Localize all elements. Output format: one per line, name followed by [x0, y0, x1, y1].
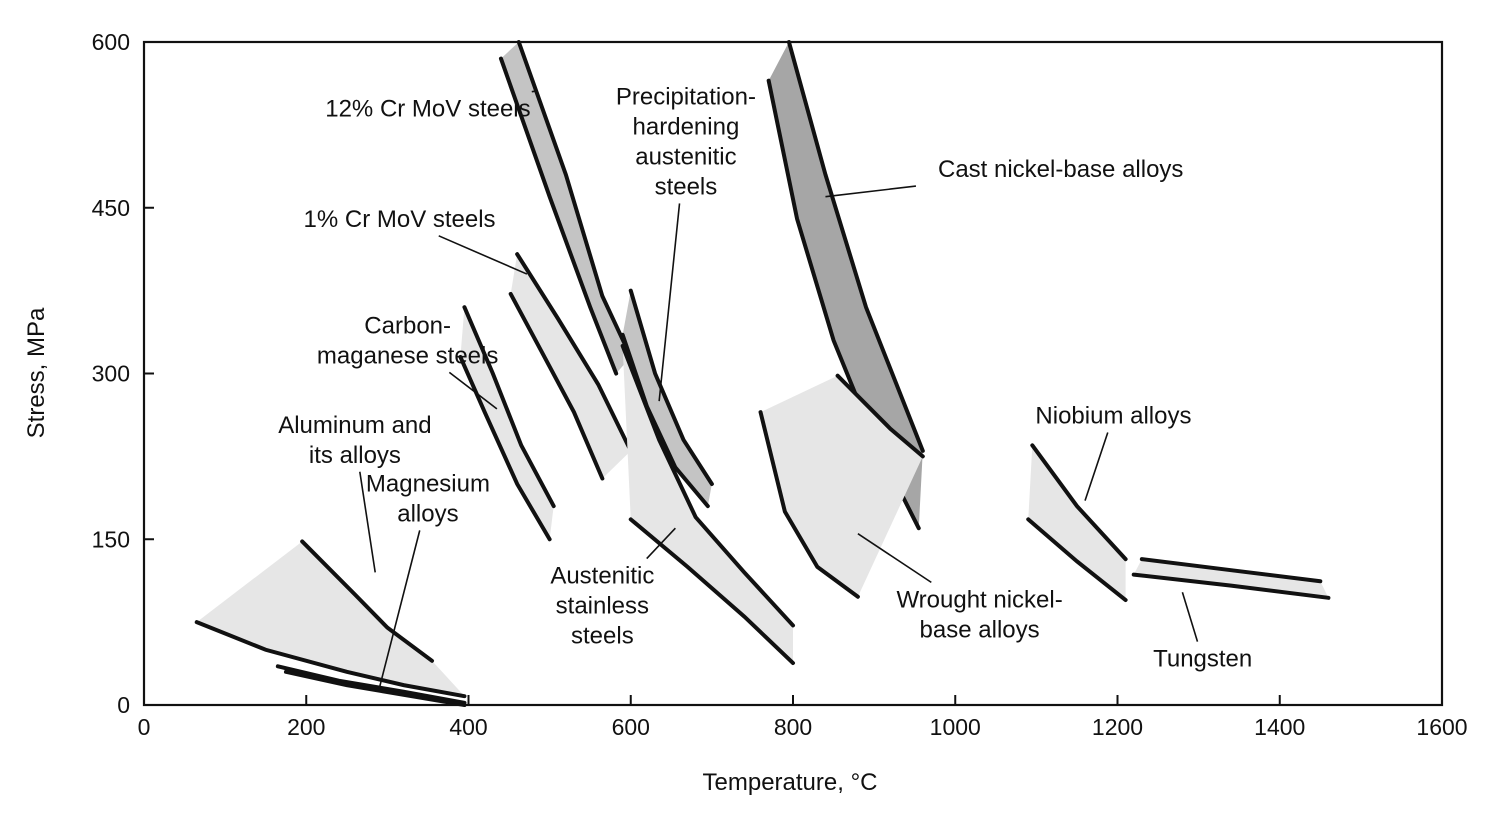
precipitation-hardening-austenitic-steels-label-line: Precipitation-	[616, 83, 756, 110]
material-bands	[194, 40, 1331, 707]
x-tick-label: 800	[774, 714, 812, 740]
wrought-nickel-base-alloys-label-line: base alloys	[920, 616, 1040, 643]
x-tick-label: 600	[612, 714, 650, 740]
cast-nickel-base-alloys-band-fill	[768, 42, 923, 529]
austenitic-stainless-steels-label-line: steels	[571, 623, 634, 650]
tungsten-lower-line	[1131, 572, 1331, 600]
austenitic-stainless-steels-upper-line	[620, 343, 795, 628]
precipitation-hardening-austenitic-steels-label-line: austenitic	[635, 143, 736, 170]
cast-nickel-base-alloys-label-line: Cast nickel-base alloys	[938, 156, 1183, 183]
precipitation-hardening-austenitic-steels-label-line: hardening	[633, 113, 740, 140]
aluminum-and-its-alloys-lower-line	[194, 620, 467, 699]
aluminum-and-its-alloys-label-line: Aluminum and	[278, 412, 431, 439]
austenitic-stainless-steels-label-line: Austenitic	[550, 563, 654, 590]
wrought-nickel-base-alloys-leader	[857, 533, 932, 584]
niobium-alloys-upper-line	[1030, 443, 1128, 562]
carbon-maganese-steels-label-line: Carbon-	[364, 312, 451, 339]
1-cr-mov-steels-lower-line	[508, 291, 605, 481]
x-axis-title: Temperature, °C	[703, 769, 878, 796]
carbon-maganese-steels-lower-line	[458, 354, 552, 542]
tungsten-label: Tungsten	[1153, 646, 1252, 673]
magnesium-alloys-upper-line	[275, 664, 467, 705]
y-tick-label: 150	[92, 526, 130, 552]
cast-nickel-base-alloys-leader	[825, 185, 917, 198]
niobium-alloys-lower-line	[1026, 517, 1128, 603]
12-cr-mov-steels-label-line: 12% Cr MoV steels	[325, 95, 530, 122]
y-tick-label: 450	[92, 195, 130, 221]
tungsten-label-line: Tungsten	[1153, 646, 1252, 673]
x-tick-label: 1000	[930, 714, 981, 740]
wrought-nickel-base-alloys-label-line: Wrought nickel-	[896, 586, 1062, 613]
aluminum-and-its-alloys-label-line: its alloys	[309, 442, 401, 469]
x-tick-label: 1400	[1254, 714, 1305, 740]
wrought-nickel-base-alloys-upper-line	[835, 373, 925, 459]
austenitic-stainless-steels-band-fill	[622, 345, 793, 664]
precipitation-hardening-austenitic-steels-lower-line	[620, 332, 710, 509]
austenitic-stainless-steels-label-line: stainless	[556, 593, 649, 620]
austenitic-stainless-steels-label: Austenitic stainless steels	[550, 563, 654, 650]
axis-ticks: 0 200 400 600 800 1000 1200 1400 1600 0 150 300 450 6…	[92, 29, 1468, 740]
niobium-alloys-leader	[1084, 432, 1109, 501]
niobium-alloys-label: Niobium alloys	[1035, 402, 1191, 429]
precipitation-hardening-austenitic-steels-upper-line	[628, 288, 714, 486]
x-tick-label: 0	[138, 714, 151, 740]
aluminum-and-its-alloys-label: Aluminum and its alloys	[278, 412, 431, 469]
magnesium-alloys-label-line: alloys	[397, 500, 458, 527]
tungsten-band-fill	[1133, 559, 1329, 598]
1-cr-mov-steels-leader	[438, 235, 528, 275]
1-cr-mov-steels-label: 1% Cr MoV steels	[304, 206, 496, 233]
austenitic-stainless-steels-lower-line	[628, 517, 795, 666]
niobium-alloys-band-fill	[1028, 445, 1126, 601]
aluminum-and-its-alloys-leader	[359, 471, 376, 573]
x-tick-label: 400	[449, 714, 487, 740]
12-cr-mov-steels-band-fill	[500, 42, 631, 374]
carbon-maganese-steels-leader	[448, 371, 498, 410]
wrought-nickel-base-alloys-lower-line	[758, 410, 860, 599]
carbon-maganese-steels-label: Carbon-maganese steels	[317, 312, 498, 369]
austenitic-stainless-steels-leader	[646, 527, 676, 560]
carbon-maganese-steels-band-fill	[460, 307, 554, 540]
wrought-nickel-base-alloys-label: Wrought nickel-base alloys	[896, 586, 1062, 643]
tungsten-upper-line	[1139, 557, 1323, 584]
precipitation-hardening-austenitic-steels-label: Precipitation-hardening austenitic steels	[616, 83, 756, 200]
aluminum-and-its-alloys-upper-line	[300, 539, 434, 663]
x-tick-label: 1600	[1416, 714, 1467, 740]
12-cr-mov-steels-label: 12% Cr MoV steels	[325, 95, 530, 122]
magnesium-alloys-leader	[378, 530, 421, 689]
wrought-nickel-base-alloys-band-fill	[760, 375, 923, 597]
1-cr-mov-steels-label-line: 1% Cr MoV steels	[304, 206, 496, 233]
x-tick-label: 200	[287, 714, 325, 740]
carbon-maganese-steels-upper-line	[462, 305, 556, 509]
y-tick-label: 0	[117, 692, 130, 718]
y-tick-label: 600	[92, 29, 130, 55]
1-cr-mov-steels-upper-line	[515, 252, 633, 453]
tungsten-leader	[1181, 592, 1199, 642]
x-tick-label: 1200	[1092, 714, 1143, 740]
12-cr-mov-steels-upper-line	[516, 40, 633, 359]
precipitation-hardening-austenitic-steels-label-line: steels	[655, 173, 718, 200]
niobium-alloys-label-line: Niobium alloys	[1035, 402, 1191, 429]
y-tick-label: 300	[92, 361, 130, 387]
cast-nickel-base-alloys-label: Cast nickel-base alloys	[938, 156, 1183, 183]
magnesium-alloys-label: Magnesium alloys	[366, 470, 490, 527]
label-leaders	[359, 90, 1199, 689]
precipitation-hardening-austenitic-steels-leader	[658, 203, 681, 402]
aluminum-and-its-alloys-band-fill	[196, 541, 465, 697]
magnesium-alloys-lower-line	[283, 669, 467, 707]
cast-nickel-base-alloys-upper-line	[786, 40, 925, 453]
magnesium-alloys-label-line: Magnesium	[366, 470, 490, 497]
12-cr-mov-steels-lower-line	[498, 56, 619, 376]
y-axis-title: Stress, MPa	[23, 307, 50, 438]
carbon-maganese-steels-label-line: maganese steels	[317, 342, 498, 369]
1-cr-mov-steels-band-fill	[510, 254, 631, 479]
